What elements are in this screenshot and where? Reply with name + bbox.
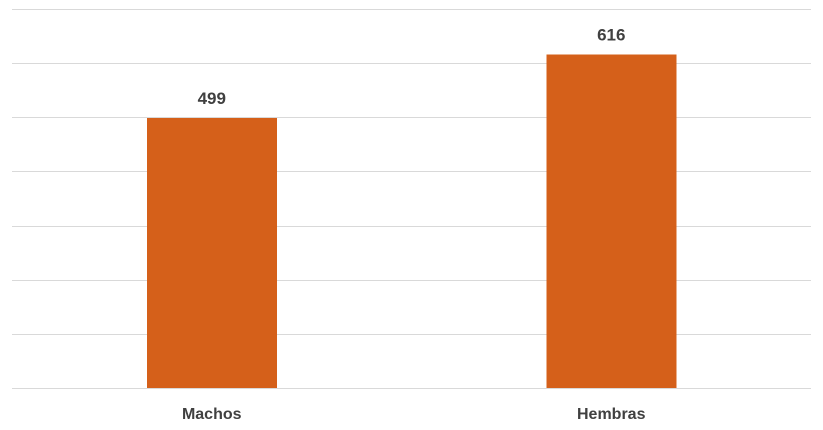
data-label-hembras: 616 — [597, 25, 625, 44]
data-labels: 499 616 — [198, 25, 626, 107]
category-label-machos: Machos — [182, 406, 242, 423]
category-labels: Machos Hembras — [182, 406, 646, 423]
gridlines — [12, 9, 811, 389]
bar-hembras — [546, 54, 677, 388]
category-label-hembras: Hembras — [577, 406, 646, 423]
bars — [146, 54, 677, 388]
data-label-machos: 499 — [198, 89, 226, 108]
bar-machos — [146, 117, 277, 388]
